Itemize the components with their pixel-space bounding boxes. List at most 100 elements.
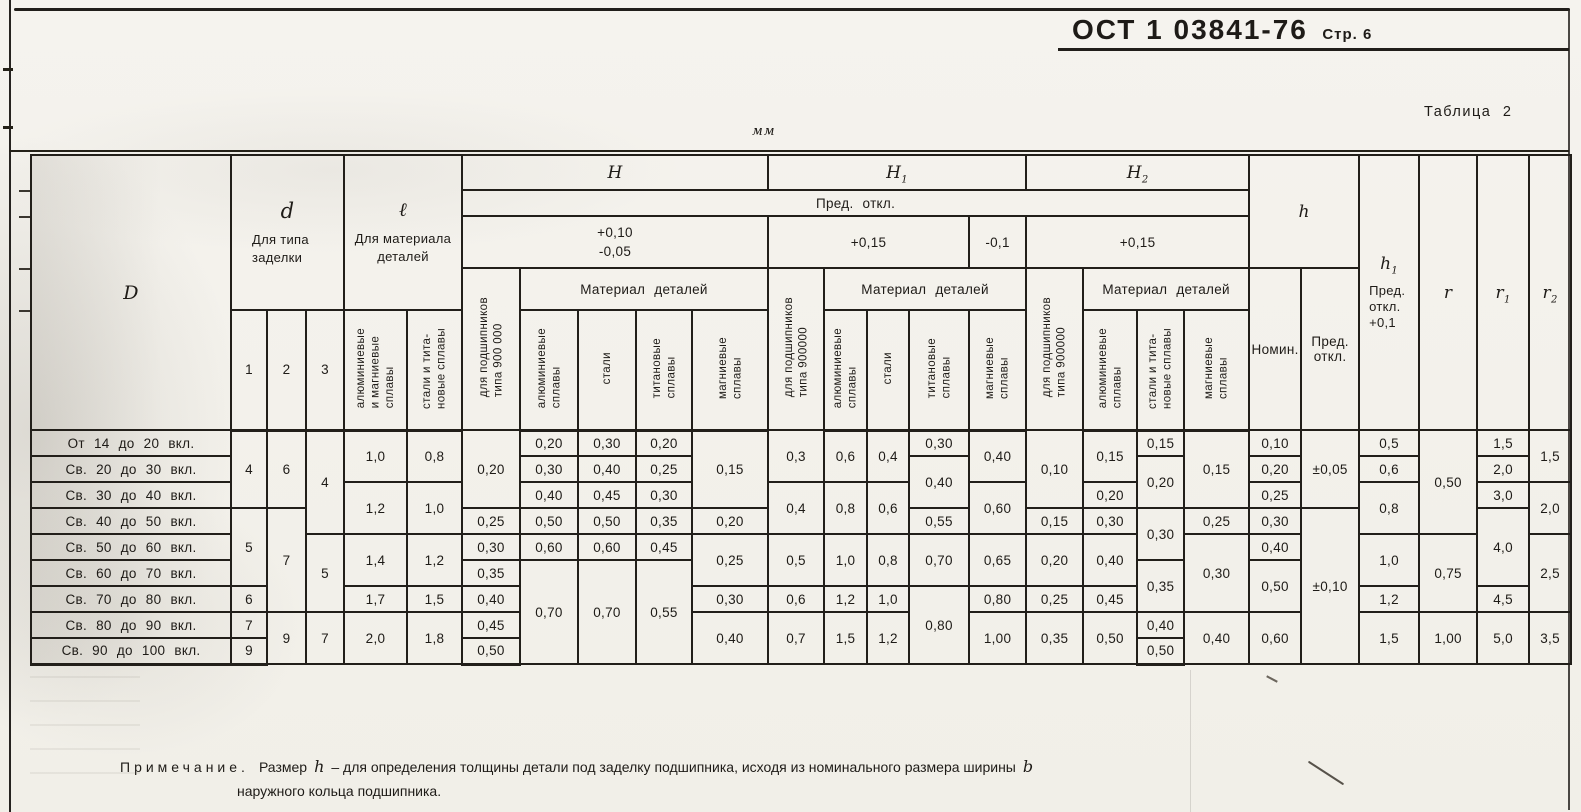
value-cell: 0,25 — [461, 507, 521, 535]
note-line-2: наружного кольца подшипника. — [237, 783, 442, 799]
value-cell: 0,50 — [1248, 559, 1303, 613]
dev-H: +0,10 -0,05 — [460, 215, 770, 269]
value-cell: 0,40 — [1082, 533, 1139, 587]
value-cell: 0,50 — [1418, 429, 1479, 535]
value-cell: 0,20 — [635, 429, 693, 457]
col-l-aluminium: алюминиевые и магниевые сплавы — [343, 309, 408, 432]
value-cell: 1,2 — [866, 611, 911, 665]
value-cell: 9 — [230, 637, 268, 666]
value-cell: 0,25 — [1025, 585, 1085, 613]
value-cell: 0,30 — [908, 429, 971, 457]
value-cell: 1,00 — [968, 611, 1028, 665]
value-cell: 0,45 — [461, 611, 521, 639]
header-row: 1 2 3 алюминиевые и магниевые сплавы стали и… — [31, 309, 1571, 432]
frame-tick — [3, 126, 13, 129]
value-cell: 4,0 — [1476, 507, 1531, 587]
col-d-1: 1 — [230, 309, 268, 432]
value-cell: 1,2 — [343, 481, 408, 535]
value-cell: 0,45 — [577, 481, 637, 509]
col-H2-steel: стали и тита- новые сплавы — [1136, 309, 1186, 432]
value-cell: Св. 30 до 40 вкл. — [30, 481, 232, 509]
table-row: Св. 80 до 90 вкл. 7 9 7 2,0 1,8 0,45 0,40 0,7 1,5… — [30, 611, 1573, 665]
value-cell: 0,40 — [908, 455, 971, 509]
value-cell: 0,6 — [1358, 455, 1421, 483]
value-cell: 0,25 — [1183, 507, 1251, 535]
value-cell: 0,40 — [968, 429, 1028, 483]
value-cell: 2,0 — [343, 611, 408, 665]
value-cell: 0,40 — [1248, 533, 1303, 561]
value-cell: 1,0 — [823, 533, 869, 587]
standard-number: ОСТ 1 03841-76 — [1072, 14, 1308, 45]
value-cell: 1,0 — [1358, 533, 1421, 587]
value-cell: 0,30 — [577, 429, 637, 457]
value-cell: 0,8 — [866, 533, 911, 587]
value-cell: 0,50 — [519, 507, 579, 535]
col-h-dev: Пред. откл. — [1300, 267, 1361, 431]
value-cell: Св. 90 до 100 вкл. — [30, 637, 232, 666]
group-l: ℓ Для материала деталей — [343, 154, 463, 311]
value-cell: 0,8 — [406, 429, 463, 483]
value-cell: Св. 20 до 30 вкл. — [30, 455, 232, 483]
col-d-3: 3 — [305, 309, 345, 432]
value-cell: 7 — [230, 611, 268, 639]
value-cell: 0,8 — [823, 481, 869, 535]
value-cell: 1,00 — [1418, 611, 1479, 665]
col-d-2: 2 — [266, 309, 307, 432]
value-cell: ±0,10 — [1300, 507, 1361, 665]
value-cell: 7 — [266, 507, 307, 613]
value-cell: 0,40 — [690, 611, 770, 665]
value-cell: 1,7 — [343, 585, 408, 613]
note-var-b: b — [1022, 757, 1034, 776]
value-cell: 0,80 — [908, 585, 971, 665]
value-cell: 0,3 — [767, 429, 826, 483]
value-cell: 1,4 — [343, 533, 408, 587]
table-top-rule — [9, 150, 1569, 152]
value-cell: 1,5 — [1528, 429, 1573, 483]
col-H2-bearings: для подшипников типа 900000 — [1025, 267, 1085, 431]
value-cell: 1,0 — [866, 585, 911, 613]
col-H1-steel: стали — [866, 309, 911, 432]
table-row: Св. 20 до 30 вкл. 0,30 0,40 0,25 0,40 0,20 0,2… — [30, 455, 1571, 509]
value-cell: 1,5 — [406, 585, 463, 613]
dev-H2: +0,15 — [1025, 215, 1251, 269]
value-cell: 0,25 — [690, 533, 770, 587]
value-cell: 0,65 — [968, 533, 1028, 587]
header-underline — [1058, 48, 1569, 51]
col-l-steel: стали и тита- новые сплавы — [406, 309, 463, 432]
note-intro: Размер — [258, 759, 308, 775]
value-cell: 0,30 — [1082, 507, 1139, 535]
value-cell: 0,40 — [577, 455, 637, 483]
value-cell: 0,4 — [866, 429, 911, 483]
value-cell: 0,20 — [461, 429, 521, 509]
dev-H1-mg: -0,1 — [968, 215, 1028, 269]
col-H-magnesium: магниевые сплавы — [690, 309, 770, 432]
value-cell: 0,35 — [635, 507, 693, 535]
value-cell: 2,5 — [1528, 533, 1573, 613]
value-cell: 0,70 — [908, 533, 971, 587]
value-cell: 1,5 — [1358, 611, 1421, 665]
frame-tick — [19, 190, 31, 192]
value-cell: 0,60 — [519, 533, 579, 561]
value-cell: 0,70 — [577, 559, 637, 665]
value-cell: 2,0 — [1476, 455, 1531, 483]
value-cell: 0,30 — [635, 481, 693, 509]
value-cell: 0,15 — [1183, 429, 1251, 509]
table-row: Св. 40 до 50 вкл. 5 7 0,25 0,50 0,50 0,35 0,20 0… — [30, 507, 1571, 665]
value-cell: 0,6 — [866, 481, 911, 535]
col-r1: r1 — [1476, 154, 1531, 431]
value-cell: 0,40 — [461, 585, 521, 613]
value-cell: 5,0 — [1476, 611, 1531, 665]
value-cell: Св. 40 до 50 вкл. — [30, 507, 232, 535]
col-H-titanium: титановые сплавы — [635, 309, 693, 432]
table-row: Св. 50 до 60 вкл. 5 1,4 1,2 0,30 0,60 0,60 0,45… — [30, 533, 1573, 613]
col-h1: h1 Пред. откл. +0,1 — [1358, 154, 1421, 431]
value-cell: 0,15 — [1136, 429, 1186, 457]
value-cell: 0,7 — [767, 611, 826, 665]
frame-tick — [3, 68, 13, 71]
value-cell: От 14 до 20 вкл. — [30, 429, 232, 457]
table-caption: Таблица 2 — [1424, 104, 1513, 120]
value-cell: 1,2 — [823, 585, 869, 613]
dev-H1: +0,15 — [767, 215, 971, 269]
value-cell: 0,35 — [1136, 559, 1186, 613]
